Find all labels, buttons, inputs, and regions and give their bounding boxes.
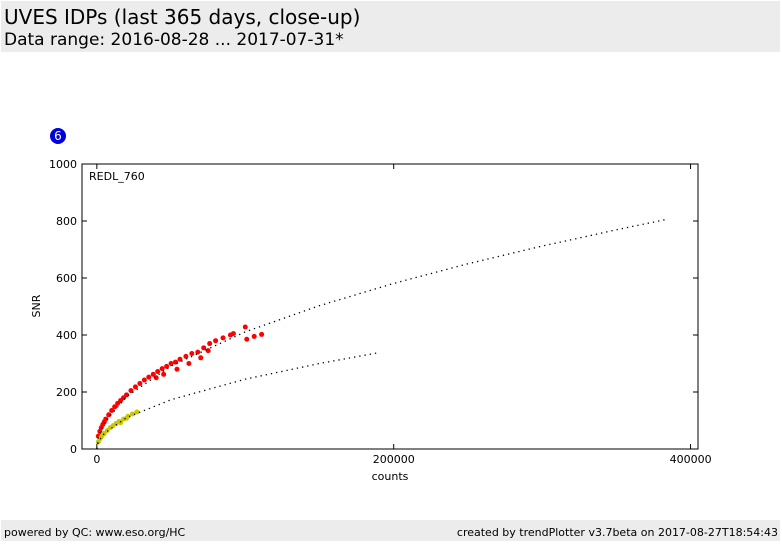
fit-curve <box>96 218 669 450</box>
data-point <box>141 377 147 383</box>
data-point <box>205 348 211 354</box>
data-point <box>174 366 180 372</box>
data-point <box>118 420 124 426</box>
data-point <box>112 404 118 410</box>
data-point <box>244 336 250 342</box>
x-tick-label: 200000 <box>373 453 415 466</box>
data-point <box>134 409 140 415</box>
y-axis-label: SNR <box>30 294 43 317</box>
data-point <box>159 366 165 372</box>
data-point <box>155 368 161 374</box>
data-point <box>137 380 143 386</box>
data-point <box>109 408 115 414</box>
data-point <box>242 324 248 330</box>
data-point <box>251 333 257 339</box>
y-tick-label: 200 <box>56 386 77 399</box>
x-axis-label: counts <box>372 470 409 483</box>
y-tick-label: 800 <box>56 215 77 228</box>
y-tick-label: 1000 <box>49 158 77 171</box>
fit-curve <box>96 352 379 450</box>
data-point <box>124 392 130 398</box>
data-point <box>103 416 109 422</box>
data-point <box>207 341 213 347</box>
data-point <box>259 331 265 337</box>
data-point <box>201 345 207 351</box>
data-point <box>213 338 219 344</box>
data-point <box>168 361 174 366</box>
x-tick-label: 0 <box>93 453 100 466</box>
data-point <box>186 361 192 366</box>
data-point <box>177 356 183 362</box>
y-tick-label: 400 <box>56 329 77 342</box>
data-point <box>106 412 112 418</box>
data-point <box>230 331 236 337</box>
data-point <box>132 384 138 390</box>
badge-text: 6 <box>54 129 62 143</box>
y-tick-label: 600 <box>56 272 77 285</box>
data-point <box>189 351 195 357</box>
footer-left: powered by QC: www.eso.org/HC <box>4 526 186 539</box>
panel-label: REDL_760 <box>89 170 145 183</box>
header-subtitle: Data range: 2016-08-28 ... 2017-07-31* <box>4 30 344 50</box>
data-point <box>183 353 189 359</box>
header-bar <box>1 1 780 52</box>
data-point <box>195 349 201 355</box>
data-point <box>124 415 130 421</box>
data-point <box>150 371 156 377</box>
header-title: UVES IDPs (last 365 days, close-up) <box>4 5 360 29</box>
plot-frame <box>81 163 699 450</box>
y-tick-label: 0 <box>70 443 77 456</box>
data-point <box>129 411 135 417</box>
data-point <box>146 374 152 380</box>
footer-right: created by trendPlotter v3.7beta on 2017… <box>457 526 778 539</box>
data-point <box>198 355 204 361</box>
data-point <box>161 371 167 377</box>
data-point <box>128 388 134 394</box>
badge <box>50 128 66 144</box>
footer-bar <box>1 520 780 541</box>
data-point <box>220 335 226 341</box>
x-tick-label: 400000 <box>670 453 712 466</box>
